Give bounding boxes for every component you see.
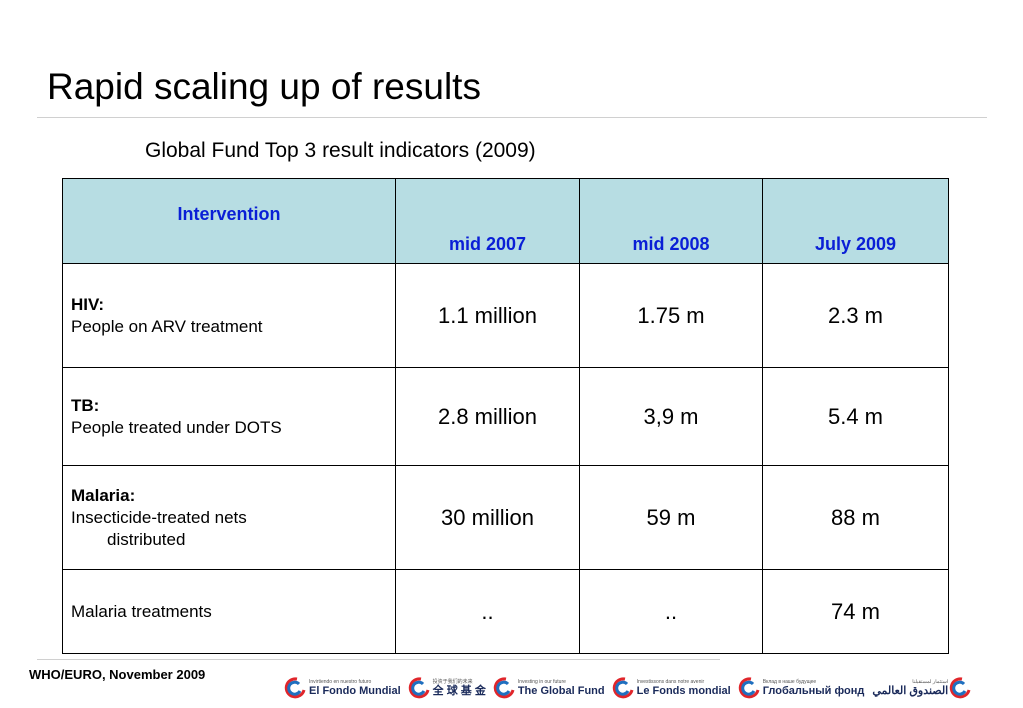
row-description: Malaria treatments xyxy=(71,601,212,621)
row-description-line: distributed xyxy=(107,529,186,549)
row-category: Malaria: xyxy=(71,485,136,505)
row-label: TB: People treated under DOTS xyxy=(62,367,396,466)
row-label: Malaria: Insecticide-treated nets distri… xyxy=(62,465,396,570)
footer-source: WHO/EURO, November 2009 xyxy=(29,667,206,682)
logo-spanish: Invirtiendo en nuestro futuro El Fondo Mu… xyxy=(283,676,401,700)
results-table: Intervention mid 2007 mid 2008 July 2009… xyxy=(62,178,949,654)
value-cell: 3,9 m xyxy=(579,367,763,466)
logo-tagline: 投资于我们的未来 xyxy=(432,679,473,685)
global-fund-logo-icon xyxy=(612,677,634,699)
row-label: HIV: People on ARV treatment xyxy=(62,263,396,368)
header-intervention: Intervention xyxy=(62,178,396,264)
logo-name: Глобальный фонд xyxy=(762,685,865,697)
logo-name: El Fondo Mundial xyxy=(309,685,401,697)
value-cell: 1.75 m xyxy=(579,263,763,368)
table-row: Malaria treatments .. .. 74 m xyxy=(62,569,949,654)
logo-french: Investissons dans notre avenir Le Fonds m… xyxy=(611,676,731,700)
global-fund-logo-icon xyxy=(950,677,971,699)
logo-name: The Global Fund xyxy=(517,685,605,697)
logo-name: Le Fonds mondial xyxy=(636,685,731,697)
logo-tagline: Invirtiendo en nuestro futuro xyxy=(309,679,372,685)
global-fund-logo-icon xyxy=(738,677,760,699)
logo-tagline: استثمار لمستقبلنا xyxy=(912,679,949,685)
logo-english: Investing in our future The Global Fund xyxy=(492,676,605,700)
row-description: People treated under DOTS xyxy=(71,417,282,437)
table-row: HIV: People on ARV treatment 1.1 million… xyxy=(62,263,949,368)
value-cell: 2.8 million xyxy=(395,367,580,466)
logo-tagline: Вклад в наше будущее xyxy=(762,679,817,685)
title-divider xyxy=(37,117,987,118)
global-fund-logo-icon xyxy=(493,677,515,699)
value-cell: 2.3 m xyxy=(762,263,949,368)
row-category: TB: xyxy=(71,395,100,415)
logo-arabic: استثمار لمستقبلنا الصندوق العالمي xyxy=(870,676,972,700)
global-fund-logo-icon xyxy=(284,677,306,699)
value-cell: .. xyxy=(395,569,580,654)
value-cell: 5.4 m xyxy=(762,367,949,466)
table-caption: Global Fund Top 3 result indicators (200… xyxy=(145,139,536,162)
header-mid-2008: mid 2008 xyxy=(579,178,763,264)
value-cell: 30 million xyxy=(395,465,580,570)
row-label: Malaria treatments xyxy=(62,569,396,654)
value-cell: .. xyxy=(579,569,763,654)
value-cell: 74 m xyxy=(762,569,949,654)
logo-russian: Вклад в наше будущее Глобальный фонд xyxy=(737,676,865,700)
logo-name: 全 球 基 金 xyxy=(432,685,486,697)
value-cell: 88 m xyxy=(762,465,949,570)
row-description: Insecticide-treated nets distributed xyxy=(71,507,395,551)
row-description: People on ARV treatment xyxy=(71,316,263,336)
logo-tagline: Investing in our future xyxy=(517,679,566,685)
value-cell: 59 m xyxy=(579,465,763,570)
row-description-line: Insecticide-treated nets xyxy=(71,507,247,527)
global-fund-logo-strip: Invirtiendo en nuestro futuro El Fondo Mu… xyxy=(283,672,983,704)
logo-name: الصندوق العالمي xyxy=(872,685,949,697)
table-row: Malaria: Insecticide-treated nets distri… xyxy=(62,465,949,570)
header-mid-2007: mid 2007 xyxy=(395,178,580,264)
row-category: HIV: xyxy=(71,294,105,314)
table-header-row: Intervention mid 2007 mid 2008 July 2009 xyxy=(62,178,949,264)
footer-divider xyxy=(37,659,720,660)
slide-title: Rapid scaling up of results xyxy=(47,66,481,107)
value-cell: 1.1 million xyxy=(395,263,580,368)
logo-tagline: Investissons dans notre avenir xyxy=(636,679,705,685)
table-row: TB: People treated under DOTS 2.8 millio… xyxy=(62,367,949,466)
logo-chinese: 投资于我们的未来全 球 基 金 xyxy=(407,676,486,700)
header-july-2009: July 2009 xyxy=(762,178,949,264)
global-fund-logo-icon xyxy=(408,677,430,699)
